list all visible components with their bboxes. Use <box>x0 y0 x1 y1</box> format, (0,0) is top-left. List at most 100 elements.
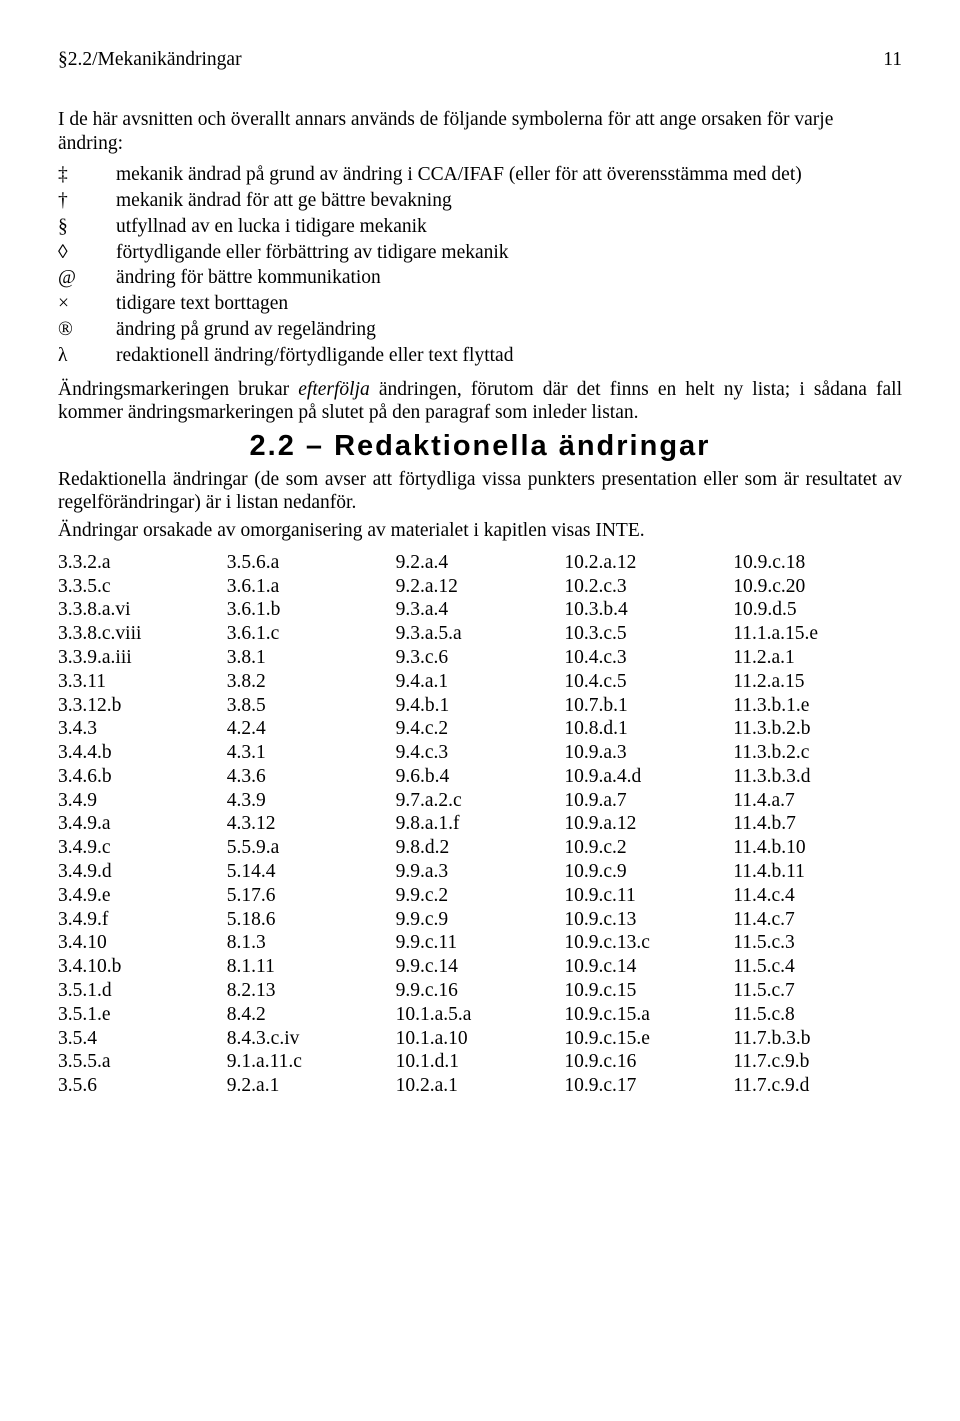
reference-item: 9.4.c.2 <box>396 717 565 741</box>
reference-column: 10.9.c.1810.9.c.2010.9.d.511.1.a.15.e11.… <box>733 551 902 1098</box>
reference-item: 4.3.12 <box>227 812 396 836</box>
reference-item: 10.9.c.15 <box>564 979 733 1003</box>
symbol-description: mekanik ändrad för att ge bättre bevakni… <box>116 189 902 213</box>
reference-item: 11.3.b.2.c <box>733 741 902 765</box>
reference-item: 10.9.a.12 <box>564 812 733 836</box>
reference-item: 8.1.3 <box>227 931 396 955</box>
reference-item: 10.7.b.1 <box>564 694 733 718</box>
reference-item: 11.3.b.1.e <box>733 694 902 718</box>
reference-item: 3.3.2.a <box>58 551 227 575</box>
symbol-glyph: λ <box>58 344 116 368</box>
paragraph-marker-note: Ändringsmarkeringen brukar efterfölja än… <box>58 378 902 426</box>
reference-item: 10.2.a.12 <box>564 551 733 575</box>
symbol-legend: ‡mekanik ändrad på grund av ändring i CC… <box>58 163 902 367</box>
reference-columns: 3.3.2.a3.3.5.c3.3.8.a.vi3.3.8.c.viii3.3.… <box>58 551 902 1098</box>
symbol-glyph: † <box>58 189 116 213</box>
reference-item: 3.3.9.a.iii <box>58 646 227 670</box>
symbol-description: ändring på grund av regeländring <box>116 318 902 342</box>
reference-item: 11.5.c.8 <box>733 1003 902 1027</box>
reference-item: 3.8.5 <box>227 694 396 718</box>
reference-item: 10.4.c.3 <box>564 646 733 670</box>
section-heading: 2.2 – Redaktionella ändringar <box>58 429 902 464</box>
reference-item: 11.7.c.9.d <box>733 1074 902 1098</box>
reference-item: 11.4.c.4 <box>733 884 902 908</box>
reference-item: 11.4.b.11 <box>733 860 902 884</box>
reference-item: 11.1.a.15.e <box>733 622 902 646</box>
reference-item: 3.5.6 <box>58 1074 227 1098</box>
reference-item: 11.7.c.9.b <box>733 1050 902 1074</box>
page-number: 11 <box>883 48 902 72</box>
symbol-row: ®ändring på grund av regeländring <box>58 318 902 342</box>
reference-item: 11.4.a.7 <box>733 789 902 813</box>
reference-item: 3.6.1.c <box>227 622 396 646</box>
reference-item: 9.9.c.2 <box>396 884 565 908</box>
symbol-row: @ändring för bättre kommunikation <box>58 266 902 290</box>
reference-item: 3.8.1 <box>227 646 396 670</box>
reference-item: 3.5.5.a <box>58 1050 227 1074</box>
reference-item: 10.9.c.20 <box>733 575 902 599</box>
reference-item: 9.3.a.4 <box>396 598 565 622</box>
reference-item: 3.5.1.e <box>58 1003 227 1027</box>
reference-item: 3.3.11 <box>58 670 227 694</box>
reference-item: 11.4.b.7 <box>733 812 902 836</box>
symbol-description: ändring för bättre kommunikation <box>116 266 902 290</box>
reference-item: 10.1.a.10 <box>396 1027 565 1051</box>
symbol-description: redaktionell ändring/förtydligande eller… <box>116 344 902 368</box>
symbol-row: ×tidigare text borttagen <box>58 292 902 316</box>
symbol-description: förtydligande eller förbättring av tidig… <box>116 241 902 265</box>
reference-item: 11.5.c.3 <box>733 931 902 955</box>
reference-item: 3.4.6.b <box>58 765 227 789</box>
reference-item: 9.4.b.1 <box>396 694 565 718</box>
reference-item: 4.3.1 <box>227 741 396 765</box>
reference-item: 9.2.a.1 <box>227 1074 396 1098</box>
reference-item: 3.5.6.a <box>227 551 396 575</box>
reference-item: 9.4.a.1 <box>396 670 565 694</box>
reference-item: 10.4.c.5 <box>564 670 733 694</box>
reference-item: 3.4.10 <box>58 931 227 955</box>
reference-item: 10.9.a.3 <box>564 741 733 765</box>
reference-item: 4.3.6 <box>227 765 396 789</box>
reference-item: 10.2.a.1 <box>396 1074 565 1098</box>
symbol-glyph: ◊ <box>58 241 116 265</box>
symbol-glyph: × <box>58 292 116 316</box>
reference-item: 10.9.c.16 <box>564 1050 733 1074</box>
symbol-glyph: ® <box>58 318 116 342</box>
reference-item: 9.2.a.4 <box>396 551 565 575</box>
reference-item: 5.17.6 <box>227 884 396 908</box>
section-intro-1: Redaktionella ändringar (de som avser at… <box>58 468 902 516</box>
reference-item: 9.9.c.9 <box>396 908 565 932</box>
reference-item: 3.4.9 <box>58 789 227 813</box>
reference-item: 10.9.d.5 <box>733 598 902 622</box>
reference-item: 11.7.b.3.b <box>733 1027 902 1051</box>
reference-item: 9.1.a.11.c <box>227 1050 396 1074</box>
reference-item: 9.3.c.6 <box>396 646 565 670</box>
reference-item: 5.18.6 <box>227 908 396 932</box>
reference-column: 3.5.6.a3.6.1.a3.6.1.b3.6.1.c3.8.13.8.23.… <box>227 551 396 1098</box>
reference-item: 10.2.c.3 <box>564 575 733 599</box>
reference-item: 10.1.a.5.a <box>396 1003 565 1027</box>
reference-item: 8.4.3.c.iv <box>227 1027 396 1051</box>
symbol-glyph: § <box>58 215 116 239</box>
reference-item: 3.6.1.a <box>227 575 396 599</box>
reference-item: 10.9.c.2 <box>564 836 733 860</box>
reference-item: 11.3.b.3.d <box>733 765 902 789</box>
reference-item: 10.9.c.13.c <box>564 931 733 955</box>
reference-item: 10.9.a.4.d <box>564 765 733 789</box>
symbol-description: utfyllnad av en lucka i tidigare mekanik <box>116 215 902 239</box>
reference-item: 9.3.a.5.a <box>396 622 565 646</box>
section-intro-2: Ändringar orsakade av omorganisering av … <box>58 519 902 543</box>
symbol-row: ◊förtydligande eller förbättring av tidi… <box>58 241 902 265</box>
reference-item: 10.9.c.11 <box>564 884 733 908</box>
symbol-glyph: @ <box>58 266 116 290</box>
reference-item: 3.3.5.c <box>58 575 227 599</box>
reference-item: 9.8.a.1.f <box>396 812 565 836</box>
reference-item: 4.3.9 <box>227 789 396 813</box>
reference-column: 9.2.a.49.2.a.129.3.a.49.3.a.5.a9.3.c.69.… <box>396 551 565 1098</box>
reference-item: 3.8.2 <box>227 670 396 694</box>
reference-item: 4.2.4 <box>227 717 396 741</box>
reference-item: 10.8.d.1 <box>564 717 733 741</box>
reference-item: 8.2.13 <box>227 979 396 1003</box>
reference-item: 5.14.4 <box>227 860 396 884</box>
reference-item: 11.3.b.2.b <box>733 717 902 741</box>
reference-item: 3.5.1.d <box>58 979 227 1003</box>
